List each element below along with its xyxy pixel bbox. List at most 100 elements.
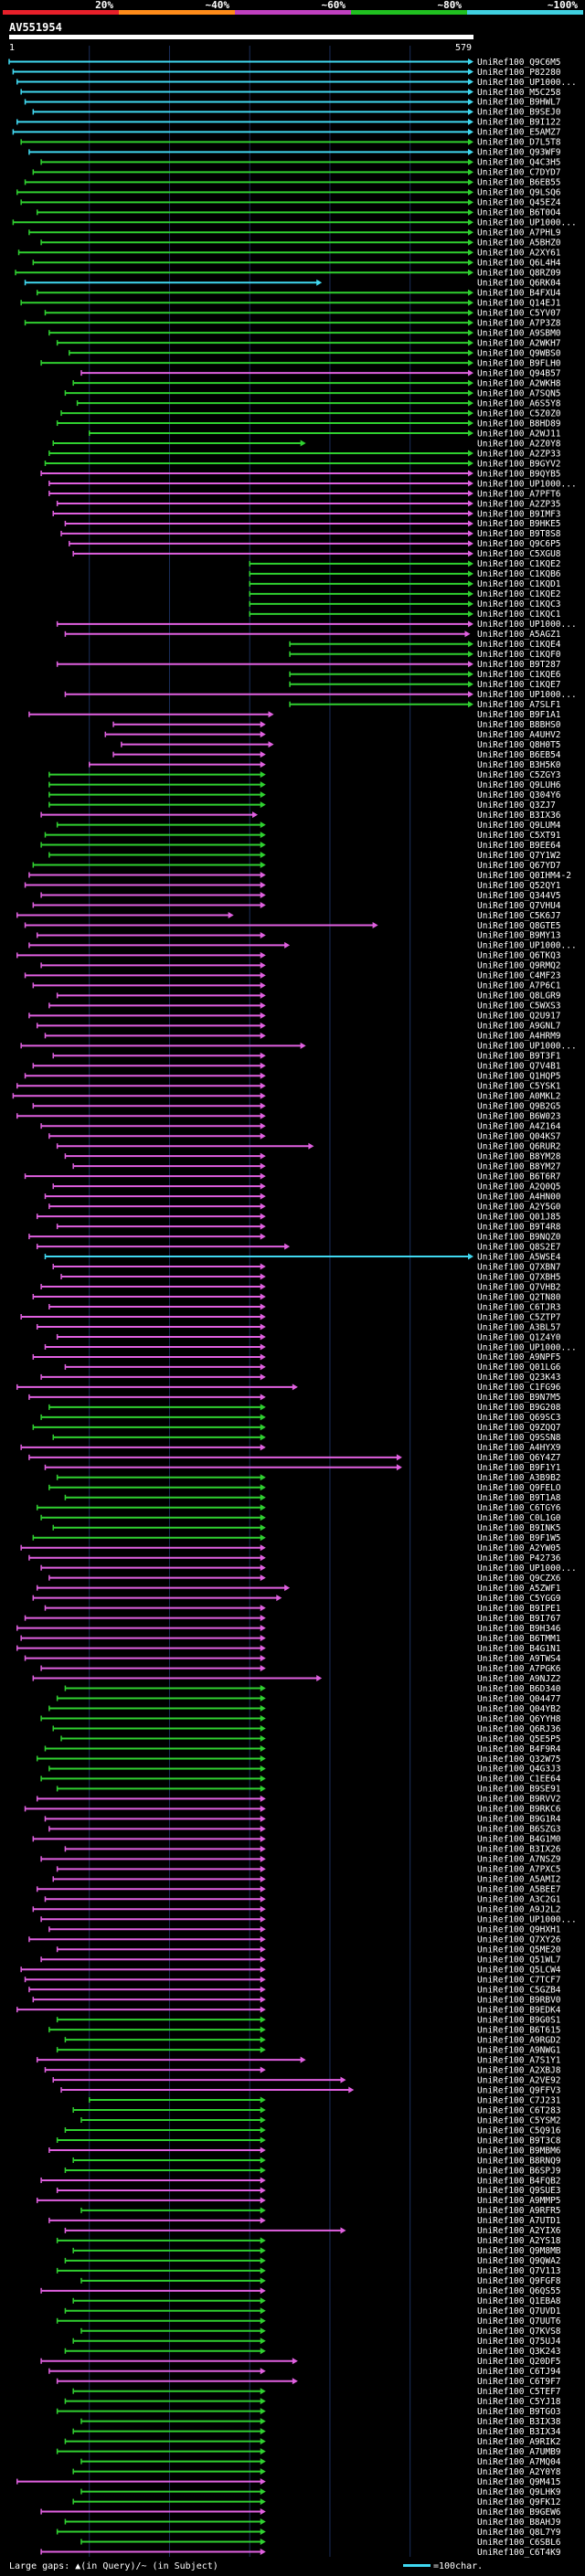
hit-row[interactable]: UniRef100_Q5ME20 xyxy=(56,1945,561,1956)
hit-row[interactable]: UniRef100_B9IPE1 xyxy=(44,1604,561,1614)
hit-row[interactable]: UniRef100_A2Q0Q5 xyxy=(52,1182,561,1192)
hit-row[interactable]: UniRef100_Q8GTE5 xyxy=(24,921,561,931)
hit-label[interactable]: UniRef100_A4HYX9 xyxy=(477,1443,561,1453)
hit-label[interactable]: UniRef100_B9IMF3 xyxy=(477,509,561,519)
hit-label[interactable]: UniRef100_C7TCF7 xyxy=(477,1975,561,1985)
hit-label[interactable]: UniRef100_A2XY61 xyxy=(477,249,561,259)
hit-label[interactable]: UniRef100_B9NQZ0 xyxy=(477,1232,561,1242)
hit-label[interactable]: UniRef100_Q0IHM4-2 xyxy=(477,871,571,881)
hit-label[interactable]: UniRef100_B8HD89 xyxy=(477,419,561,429)
hit-row[interactable]: UniRef100_Q6YYH8 xyxy=(40,1714,561,1724)
hit-row[interactable]: UniRef100_Q9FELO xyxy=(48,1483,561,1493)
hit-row[interactable]: UniRef100_Q9LSQ6 xyxy=(16,188,561,198)
hit-row[interactable]: UniRef100_C7J231 xyxy=(88,2095,561,2105)
hit-label[interactable]: UniRef100_B3IX36 xyxy=(477,811,561,821)
hit-label[interactable]: UniRef100_B9T3F1 xyxy=(477,1052,561,1062)
hit-label[interactable]: UniRef100_Q5ME20 xyxy=(477,1945,561,1956)
hit-row[interactable]: UniRef100_B9EDK4 xyxy=(16,2005,561,2015)
hit-row[interactable]: UniRef100_Q7VHU4 xyxy=(32,901,561,911)
hit-label[interactable]: UniRef100_C1KQF0 xyxy=(477,650,561,660)
hit-label[interactable]: UniRef100_A4UHV2 xyxy=(477,730,561,740)
hit-row[interactable]: UniRef100_UP1000... xyxy=(40,1564,577,1574)
hit-label[interactable]: UniRef100_M5C258 xyxy=(477,88,561,98)
hit-label[interactable]: UniRef100_C1KQE7 xyxy=(477,680,561,690)
hit-label[interactable]: UniRef100_A7SLF1 xyxy=(477,700,561,710)
hit-row[interactable]: UniRef100_C1FG96 xyxy=(16,1383,561,1393)
hit-row[interactable]: UniRef100_A2YS18 xyxy=(56,2236,561,2246)
hit-label[interactable]: UniRef100_A7PFT6 xyxy=(477,489,561,499)
hit-label[interactable]: UniRef100_B9SEJ0 xyxy=(477,108,561,118)
hit-label[interactable]: UniRef100_C5Z0Z0 xyxy=(477,408,561,419)
hit-row[interactable]: UniRef100_C7DYD7 xyxy=(32,168,561,178)
hit-row[interactable]: UniRef100_B8RNQ9 xyxy=(72,2156,561,2166)
hit-row[interactable]: UniRef100_Q04477 xyxy=(56,1694,561,1704)
hit-row[interactable]: UniRef100_A5ZWF1 xyxy=(36,1584,561,1594)
hit-row[interactable]: UniRef100_A4Z164 xyxy=(40,1122,561,1132)
hit-row[interactable]: UniRef100_Q7XBN7 xyxy=(52,1262,561,1272)
hit-label[interactable]: UniRef100_A2ZP33 xyxy=(477,449,561,459)
hit-label[interactable]: UniRef100_Q9C6M5 xyxy=(477,58,561,68)
hit-row[interactable]: UniRef100_C4MF23 xyxy=(24,971,561,981)
hit-row[interactable]: UniRef100_A7PXC5 xyxy=(56,1865,561,1875)
hit-label[interactable]: UniRef100_A7UTD1 xyxy=(477,2216,561,2226)
hit-row[interactable]: UniRef100_B9HKE5 xyxy=(64,519,561,529)
hit-label[interactable]: UniRef100_A9GNL7 xyxy=(477,1022,561,1032)
hit-label[interactable]: UniRef100_Q7XBN7 xyxy=(477,1262,561,1272)
hit-label[interactable]: UniRef100_Q7UUT6 xyxy=(477,2316,561,2327)
hit-row[interactable]: UniRef100_B4FQB2 xyxy=(40,2176,561,2186)
hit-label[interactable]: UniRef100_B9RBV0 xyxy=(477,1995,561,2005)
hit-label[interactable]: UniRef100_A2YW05 xyxy=(477,1543,561,1553)
hit-label[interactable]: UniRef100_B6EB55 xyxy=(477,178,561,188)
hit-row[interactable]: UniRef100_A2Y5G0 xyxy=(48,1202,561,1212)
hit-label[interactable]: UniRef100_Q4C3H5 xyxy=(477,158,561,168)
hit-label[interactable]: UniRef100_Q1HQP5 xyxy=(477,1072,561,1082)
hit-row[interactable]: UniRef100_C1KQC1 xyxy=(249,610,561,620)
hit-row[interactable]: UniRef100_B9GYV2 xyxy=(44,459,561,469)
hit-row[interactable]: UniRef100_Q7UVD1 xyxy=(64,2306,561,2316)
hit-row[interactable]: UniRef100_B6SZG3 xyxy=(48,1825,561,1835)
hit-label[interactable]: UniRef100_Q9CZX6 xyxy=(477,1574,561,1584)
hit-label[interactable]: UniRef100_B6T0O4 xyxy=(477,208,561,218)
hit-label[interactable]: UniRef100_A7S1Y1 xyxy=(477,2055,561,2065)
hit-row[interactable]: UniRef100_B6T615 xyxy=(48,2025,561,2035)
hit-label[interactable]: UniRef100_Q3K243 xyxy=(477,2347,561,2357)
hit-label[interactable]: UniRef100_C5YSK1 xyxy=(477,1082,561,1092)
hit-label[interactable]: UniRef100_B9T3C8 xyxy=(477,2136,561,2146)
hit-label[interactable]: UniRef100_A5WSE4 xyxy=(477,1252,561,1262)
hit-label[interactable]: UniRef100_C6T9F7 xyxy=(477,2377,561,2387)
hit-row[interactable]: UniRef100_Q3ZJ7 xyxy=(48,800,556,811)
hit-row[interactable]: UniRef100_B8BHS0 xyxy=(112,720,561,730)
hit-row[interactable]: UniRef100_Q9M8MB xyxy=(72,2246,561,2256)
hit-label[interactable]: UniRef100_C6T283 xyxy=(477,2105,561,2115)
hit-row[interactable]: UniRef100_Q9SSN8 xyxy=(52,1433,561,1443)
hit-label[interactable]: UniRef100_B6SPJ9 xyxy=(477,2166,561,2176)
hit-label[interactable]: UniRef100_C1KQC3 xyxy=(477,599,561,610)
hit-row[interactable]: UniRef100_A7MQ04 xyxy=(80,2457,561,2467)
hit-row[interactable]: UniRef100_Q9C6P5 xyxy=(69,539,561,549)
hit-row[interactable]: UniRef100_P82280 xyxy=(12,68,561,78)
hit-row[interactable]: UniRef100_B9T8S8 xyxy=(60,529,561,539)
hit-label[interactable]: UniRef100_Q6RUR2 xyxy=(477,1141,561,1151)
hit-row[interactable]: UniRef100_UP1000... xyxy=(20,1042,577,1052)
hit-row[interactable]: UniRef100_Q9WBS0 xyxy=(69,348,561,358)
hit-row[interactable]: UniRef100_Q8RZ09 xyxy=(15,269,561,279)
hit-row[interactable]: UniRef100_B9T1A8 xyxy=(64,1493,561,1503)
hit-label[interactable]: UniRef100_Q32W75 xyxy=(477,1754,561,1765)
hit-label[interactable]: UniRef100_B9EDK4 xyxy=(477,2005,561,2015)
hit-label[interactable]: UniRef100_P42736 xyxy=(477,1553,561,1564)
hit-label[interactable]: UniRef100_C5ZGY3 xyxy=(477,770,561,780)
hit-label[interactable]: UniRef100_Q51WL7 xyxy=(477,1956,561,1966)
hit-row[interactable]: UniRef100_B4G1N1 xyxy=(16,1644,561,1654)
hit-label[interactable]: UniRef100_UP1000... xyxy=(477,690,577,700)
hit-row[interactable]: UniRef100_A4UHV2 xyxy=(104,730,561,740)
hit-label[interactable]: UniRef100_A7PGK6 xyxy=(477,1664,561,1674)
hit-row[interactable]: UniRef100_C5YJ18 xyxy=(64,2397,561,2407)
hit-label[interactable]: UniRef100_C6SBL6 xyxy=(477,2538,561,2548)
hit-label[interactable]: UniRef100_Q9C6P5 xyxy=(477,539,561,549)
hit-row[interactable]: UniRef100_Q9FFV3 xyxy=(60,2085,561,2095)
hit-row[interactable]: UniRef100_Q93WF9 xyxy=(28,148,561,158)
hit-label[interactable]: UniRef100_Q9SUE3 xyxy=(477,2186,561,2196)
hit-label[interactable]: UniRef100_B9MBM6 xyxy=(477,2146,561,2156)
hit-row[interactable]: UniRef100_Q8LGR9 xyxy=(56,991,561,1002)
hit-row[interactable]: UniRef100_C5XT91 xyxy=(44,831,561,841)
